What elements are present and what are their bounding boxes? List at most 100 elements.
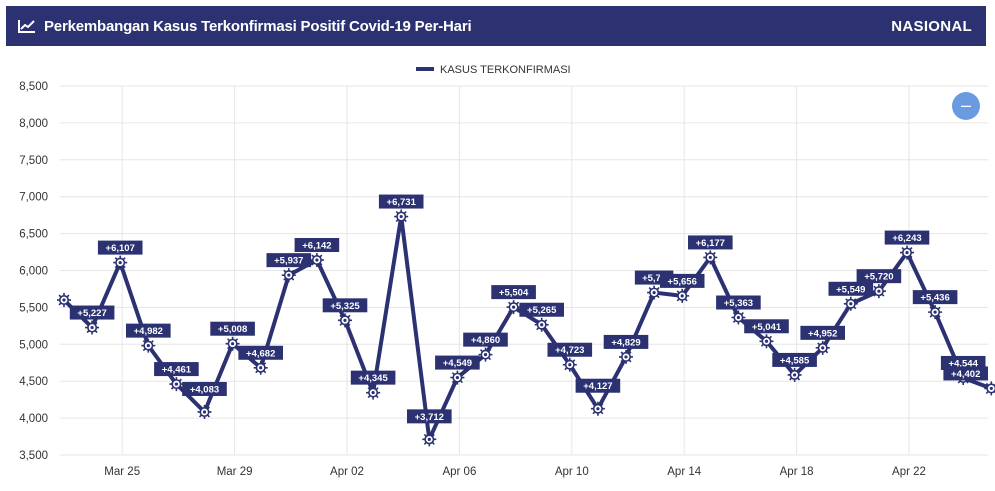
data-label-box [688,235,733,250]
data-label: +5,656 [668,276,697,287]
data-label: +4,829 [611,337,640,348]
data-point[interactable] [619,349,633,364]
y-tick-label: 7,500 [19,155,48,167]
x-tick-label: Apr 02 [330,466,364,478]
x-tick-label: Apr 22 [892,466,926,478]
y-tick-label: 5,000 [19,339,48,351]
data-label-box [238,345,283,360]
data-label: +4,127 [583,381,612,392]
x-tick-label: Apr 10 [555,466,589,478]
data-point[interactable] [534,317,549,332]
data-point[interactable] [590,401,605,416]
data-point[interactable] [675,288,690,303]
line-chart: KASUS TERKONFIRMASI 3,500 4,000 4,500 5,000 5… [19,64,995,478]
data-point[interactable] [57,293,71,308]
data-label: +5,504 [499,288,529,299]
legend-label: KASUS TERKONFIRMASI [440,64,571,76]
chart-title-wrap: Perkembangan Kasus Terkonfirmasi Positif… [18,18,891,35]
y-tick-label: 6,500 [19,229,48,241]
data-label: +5,720 [864,272,893,283]
data-label-box [519,302,564,317]
data-label-box [435,355,480,370]
data-label: +5,227 [77,308,106,319]
data-label: +5,70 [642,273,666,284]
data-point[interactable] [928,305,943,320]
data-label-box [407,409,452,424]
data-label: +4,461 [162,365,192,376]
x-tick-label: Apr 14 [667,466,701,478]
data-label: +5,265 [527,305,557,316]
data-label: +5,363 [724,298,753,309]
x-tick-label: Apr 06 [442,466,476,478]
data-label: +6,177 [696,238,725,249]
data-point[interactable] [787,367,802,382]
data-point[interactable] [450,370,465,385]
y-tick-label: 3,500 [19,450,48,462]
data-point[interactable] [815,340,830,355]
data-label: +4,549 [443,358,472,369]
region-badge: NASIONAL [891,17,972,35]
data-point[interactable] [141,338,156,353]
chart-area: KASUS TERKONFIRMASI 3,500 4,000 4,500 5,000 5… [0,52,995,486]
data-label-box [772,352,817,367]
data-label: +4,982 [134,326,163,337]
x-tick-label: Mar 29 [217,466,253,478]
data-label-box [266,253,312,268]
data-label: +6,142 [302,241,331,252]
data-point[interactable] [647,285,662,300]
data-label-box [716,295,761,310]
data-point[interactable] [169,377,184,392]
data-point[interactable] [394,209,409,224]
line-chart-icon [18,20,35,33]
y-tick-label: 8,000 [19,118,48,130]
data-label-box [744,319,789,334]
zoom-out-button[interactable]: – [952,92,980,120]
data-point[interactable] [225,336,240,351]
data-label-box [350,370,396,385]
data-label-box [828,281,874,296]
data-label-box [378,194,424,209]
data-point[interactable] [338,313,352,328]
data-label-box [943,366,988,381]
y-tick-label: 5,500 [19,302,48,314]
data-point[interactable] [85,320,100,335]
data-point[interactable] [759,334,774,349]
data-label: +5,436 [920,293,949,304]
data-label: +3,712 [415,412,444,423]
data-label-box [210,321,255,336]
data-point[interactable] [843,296,858,311]
data-label: +4,682 [246,348,275,359]
data-point[interactable] [366,385,381,400]
data-label-box [884,230,930,245]
data-point[interactable] [197,404,212,419]
data-point[interactable] [984,381,995,396]
data-label: +5,041 [752,322,782,333]
data-label: +6,107 [106,243,135,254]
data-point[interactable] [309,253,324,268]
data-label-box [912,290,958,305]
data-point[interactable] [562,357,577,372]
data-point[interactable] [113,255,128,270]
data-point[interactable] [422,432,437,447]
data-point[interactable] [703,250,718,265]
data-point[interactable] [281,268,296,283]
data-label: +4,860 [471,335,500,346]
data-label-box [800,325,845,340]
data-label: +4,723 [555,345,584,356]
data-label: +4,585 [780,355,810,366]
data-label-box [294,238,340,253]
x-tick-label: Mar 25 [104,466,140,478]
data-label: +5,008 [218,324,247,335]
data-point[interactable] [731,310,746,325]
data-label-box [659,273,705,288]
chart-title: Perkembangan Kasus Terkonfirmasi Positif… [44,17,472,35]
data-label-box [97,240,143,255]
data-point[interactable] [871,284,886,299]
data-point[interactable] [506,300,521,315]
data-point[interactable] [253,360,268,375]
data-point[interactable] [478,347,493,362]
data-point[interactable] [900,245,914,260]
y-tick-label: 8,500 [19,81,48,93]
data-label-box [69,305,115,320]
y-tick-label: 4,500 [19,376,48,388]
